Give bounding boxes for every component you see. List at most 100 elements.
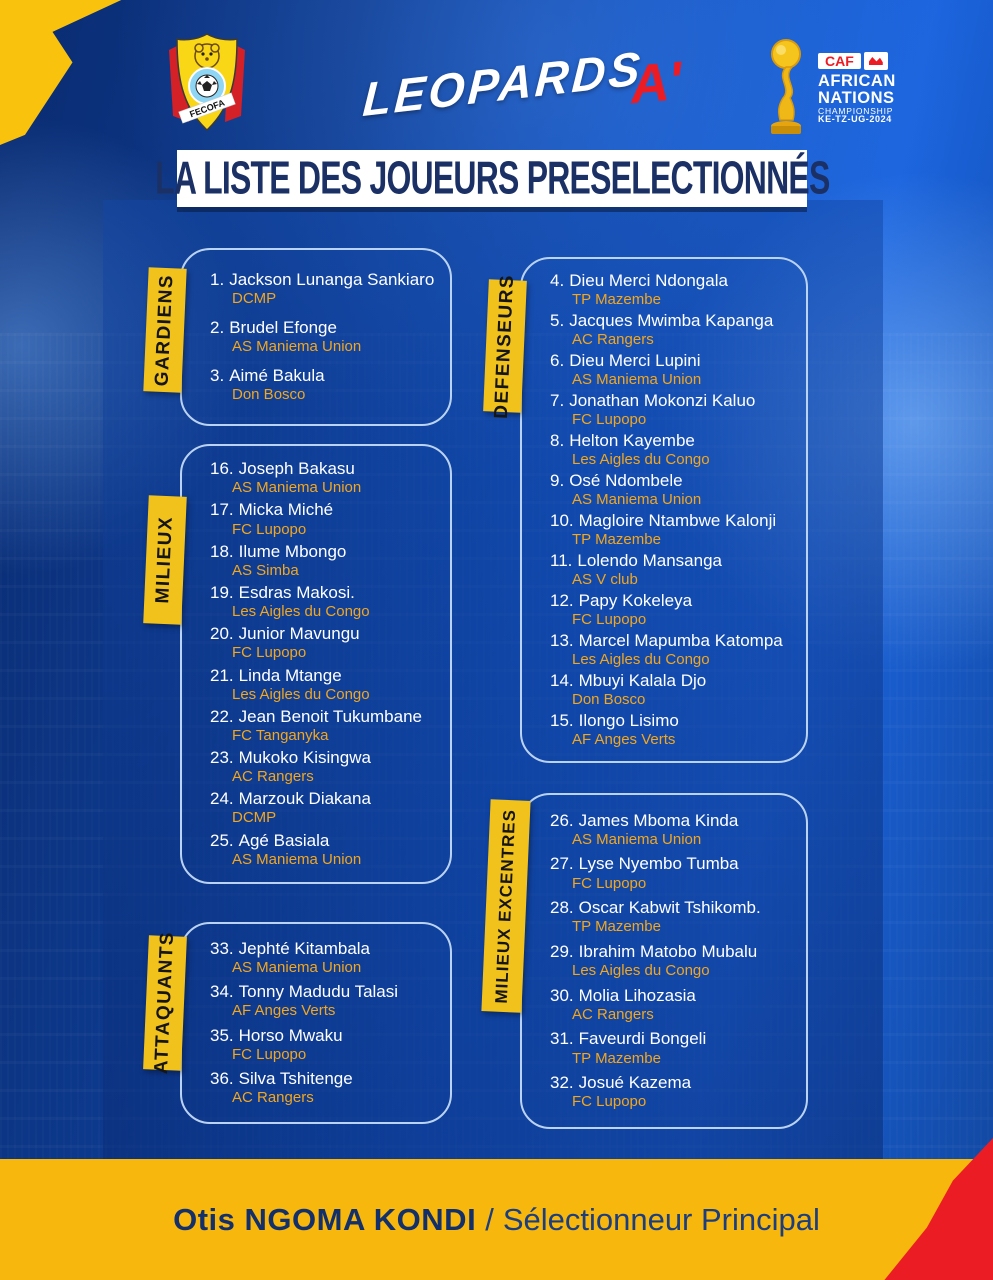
- player-club: AC Rangers: [572, 1005, 654, 1023]
- section-label-defenseurs: DEFENSEURS: [483, 273, 527, 419]
- player-entry: 20. Junior Mavungu FC Lupopo: [210, 624, 442, 662]
- player-name-line: 25. Agé Basiala: [210, 831, 442, 851]
- player-number: 7.: [550, 390, 565, 410]
- player-club: Don Bosco: [572, 691, 646, 708]
- player-name-line: 12. Papy Kokeleya: [550, 591, 798, 611]
- player-entry: 12. Papy Kokeleya FC Lupopo: [550, 591, 798, 629]
- player-number: 26.: [550, 810, 574, 830]
- player-number: 9.: [550, 470, 565, 490]
- player-entry: 10. Magloire Ntambwe Kalonji TP Mazembe: [550, 511, 798, 549]
- player-entry: 34. Tonny Madudu Talasi AF Anges Verts: [210, 982, 442, 1020]
- fecofa-logo: FECOFA: [169, 33, 245, 132]
- player-club: FC Lupopo: [232, 1045, 307, 1063]
- player-entry: 31. Faveurdi Bongeli TP Mazembe: [550, 1029, 798, 1067]
- player-entry: 25. Agé Basiala AS Maniema Union: [210, 831, 442, 869]
- player-entry: 28. Oscar Kabwit Tshikomb. TP Mazembe: [550, 898, 798, 936]
- section-box-gardiens: 1. Jackson Lunanga Sankiaro DCMP 2. Brudel…: [180, 248, 452, 426]
- player-number: 2.: [210, 317, 225, 337]
- player-name: Josué Kazema: [578, 1073, 692, 1093]
- caf-flag-icon: [863, 52, 888, 70]
- player-number: 31.: [550, 1029, 574, 1049]
- player-entry: 27. Lyse Nyembo Tumba FC Lupopo: [550, 854, 798, 892]
- player-name: Silva Tshitenge: [238, 1068, 353, 1088]
- section-box-milieux: 16. Joseph Bakasu AS Maniema Union 17. Mic…: [180, 444, 452, 884]
- player-name-line: 32. Josué Kazema: [550, 1073, 798, 1093]
- player-entry: 5. Jacques Mwimba Kapanga AC Rangers: [550, 311, 798, 349]
- player-name-line: 10. Magloire Ntambwe Kalonji: [550, 511, 798, 531]
- player-entry: 24. Marzouk Diakana DCMP: [210, 789, 442, 827]
- player-club: AS Maniema Union: [572, 830, 702, 848]
- player-club: AS Maniema Union: [572, 491, 702, 508]
- player-entry: 18. Ilume Mbongo AS Simba: [210, 542, 442, 580]
- player-entry: 19. Esdras Makosi. Les Aigles du Congo: [210, 583, 442, 621]
- player-name-line: 36. Silva Tshitenge: [210, 1069, 442, 1089]
- player-name-line: 15. Ilongo Lisimo: [550, 711, 798, 731]
- player-name: Joseph Bakasu: [238, 459, 355, 479]
- player-name: Mbuyi Kalala Djo: [578, 670, 707, 690]
- player-name: Ilongo Lisimo: [578, 710, 679, 730]
- player-number: 32.: [550, 1073, 574, 1093]
- player-club: TP Mazembe: [572, 291, 661, 308]
- player-name-line: 14. Mbuyi Kalala Djo: [550, 671, 798, 691]
- player-entry: 35. Horso Mwaku FC Lupopo: [210, 1026, 442, 1064]
- player-name: Dieu Merci Lupini: [569, 350, 701, 370]
- player-name-line: 6. Dieu Merci Lupini: [550, 351, 798, 371]
- caf-badge: CAF: [818, 52, 861, 70]
- player-entry: 22. Jean Benoit Tukumbane FC Tanganyka: [210, 707, 442, 745]
- player-club: AF Anges Verts: [232, 1002, 336, 1020]
- player-club: FC Lupopo: [572, 1093, 647, 1111]
- player-entry: 8. Helton Kayembe Les Aigles du Congo: [550, 431, 798, 469]
- player-number: 10.: [550, 510, 574, 530]
- player-number: 16.: [210, 459, 234, 479]
- player-name: Junior Mavungu: [238, 624, 360, 644]
- player-name-line: 18. Ilume Mbongo: [210, 542, 442, 562]
- player-name: Ibrahim Matobo Mubalu: [578, 941, 758, 961]
- player-name: Magloire Ntambwe Kalonji: [578, 510, 777, 530]
- player-name-line: 20. Junior Mavungu: [210, 624, 442, 644]
- player-name-line: 9. Osé Ndombele: [550, 471, 798, 491]
- player-number: 6.: [550, 350, 565, 370]
- player-club: DCMP: [232, 290, 277, 307]
- player-number: 33.: [210, 939, 234, 959]
- player-name-line: 19. Esdras Makosi.: [210, 583, 442, 603]
- player-name: Tonny Madudu Talasi: [238, 982, 399, 1002]
- player-number: 29.: [550, 941, 574, 961]
- player-number: 5.: [550, 310, 565, 330]
- player-name-line: 21. Linda Mtange: [210, 666, 442, 686]
- player-club: FC Lupopo: [232, 644, 307, 662]
- player-name: Mukoko Kisingwa: [238, 748, 371, 768]
- player-number: 3.: [210, 365, 225, 385]
- player-name-line: 27. Lyse Nyembo Tumba: [550, 854, 798, 874]
- player-number: 12.: [550, 590, 574, 610]
- player-name: Aimé Bakula: [229, 365, 325, 385]
- player-name-line: 5. Jacques Mwimba Kapanga: [550, 311, 798, 331]
- player-club: AS Maniema Union: [232, 959, 362, 977]
- player-name: Faveurdi Bongeli: [578, 1029, 707, 1049]
- player-name: Marcel Mapumba Katompa: [578, 630, 783, 650]
- player-entry: 36. Silva Tshitenge AC Rangers: [210, 1069, 442, 1107]
- player-entry: 32. Josué Kazema FC Lupopo: [550, 1073, 798, 1111]
- player-club: TP Mazembe: [572, 918, 661, 936]
- player-name: Jean Benoit Tukumbane: [238, 706, 422, 726]
- player-name: Osé Ndombele: [569, 470, 683, 490]
- player-club: Les Aigles du Congo: [572, 451, 710, 468]
- player-number: 21.: [210, 665, 234, 685]
- player-club: AC Rangers: [572, 331, 654, 348]
- player-name: Jonathan Mokonzi Kaluo: [569, 390, 756, 410]
- player-club: Les Aigles du Congo: [572, 962, 710, 979]
- player-name-line: 33. Jephté Kitambala: [210, 939, 442, 959]
- coach-role: Sélectionneur Principal: [502, 1201, 820, 1237]
- trophy-icon: [771, 39, 801, 134]
- player-entry: 23. Mukoko Kisingwa AC Rangers: [210, 748, 442, 786]
- player-name-line: 24. Marzouk Diakana: [210, 789, 442, 809]
- caf-line-african: AFRICAN: [818, 72, 896, 90]
- player-name: Micka Miché: [238, 500, 334, 520]
- player-club: FC Lupopo: [232, 520, 307, 538]
- player-entry: 21. Linda Mtange Les Aigles du Congo: [210, 666, 442, 704]
- player-number: 34.: [210, 982, 234, 1002]
- player-entry: 3. Aimé Bakula Don Bosco: [210, 366, 442, 404]
- player-entry: 7. Jonathan Mokonzi Kaluo FC Lupopo: [550, 391, 798, 429]
- player-name-line: 7. Jonathan Mokonzi Kaluo: [550, 391, 798, 411]
- player-name: Jephté Kitambala: [238, 939, 371, 959]
- player-name: Agé Basiala: [238, 830, 330, 850]
